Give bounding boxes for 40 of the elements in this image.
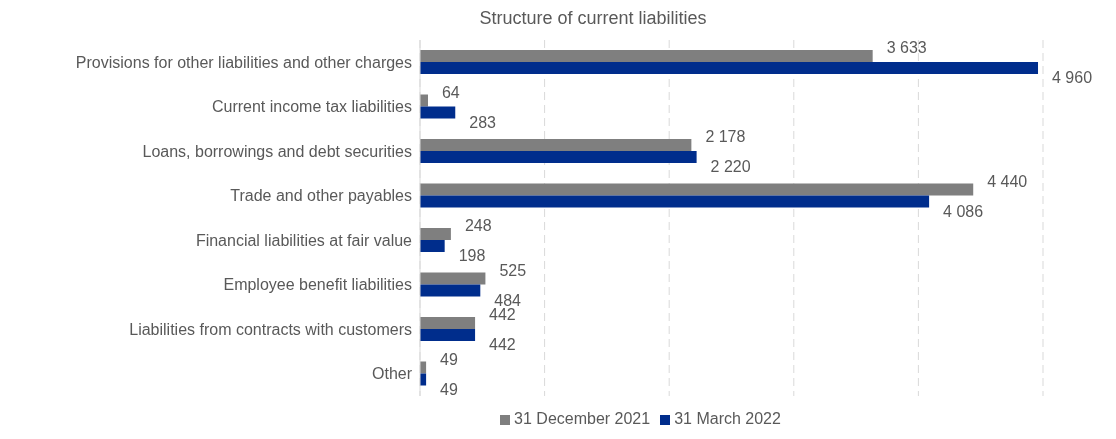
data-label: 283 [469,113,497,131]
bar [420,240,445,252]
y-tick-label: Employee benefit liabilities [223,276,412,294]
data-label: 525 [499,261,527,279]
bar [420,106,456,119]
data-label: 4 960 [1052,69,1093,87]
y-tick-label: Other [371,365,413,383]
bar [420,183,974,196]
data-label: 2 178 [705,128,746,145]
data-label: 4 440 [987,172,1028,190]
data-label: 442 [489,306,516,323]
bar [420,284,481,297]
legend-label: 31 December 2021 [514,410,651,427]
data-label: 49 [440,380,458,398]
data-label: 484 [494,291,522,309]
y-tick-label: Trade and other payables [230,187,412,205]
data-label: 2 220 [710,158,751,176]
bar [420,62,1039,74]
y-tick-label: Liabilities from contracts with customers [129,320,412,338]
chart-title: Structure of current liabilities [478,8,708,30]
bar [420,272,486,285]
data-label: 64 [441,83,460,101]
data-label: 248 [464,217,492,234]
data-label: 49 [440,350,458,368]
bar [420,151,697,163]
y-tick-label: Financial liabilities at fair value [195,231,413,249]
data-label: 198 [458,247,486,265]
bar [420,50,873,62]
data-label: 3 633 [886,39,927,56]
data-label: 442 [489,336,516,354]
data-label: 4 086 [943,202,984,220]
legend-label: 31 March 2022 [674,410,781,427]
y-tick-label: Provisions for other liabilities and other charges [75,53,412,71]
bar [420,228,451,240]
bar [420,195,930,208]
bar [420,329,476,341]
y-tick-label: Current income tax liabilities [211,98,412,116]
y-tick-label: Loans, borrowings and debt securities [142,142,412,160]
bar [420,139,692,151]
bar [420,317,476,329]
